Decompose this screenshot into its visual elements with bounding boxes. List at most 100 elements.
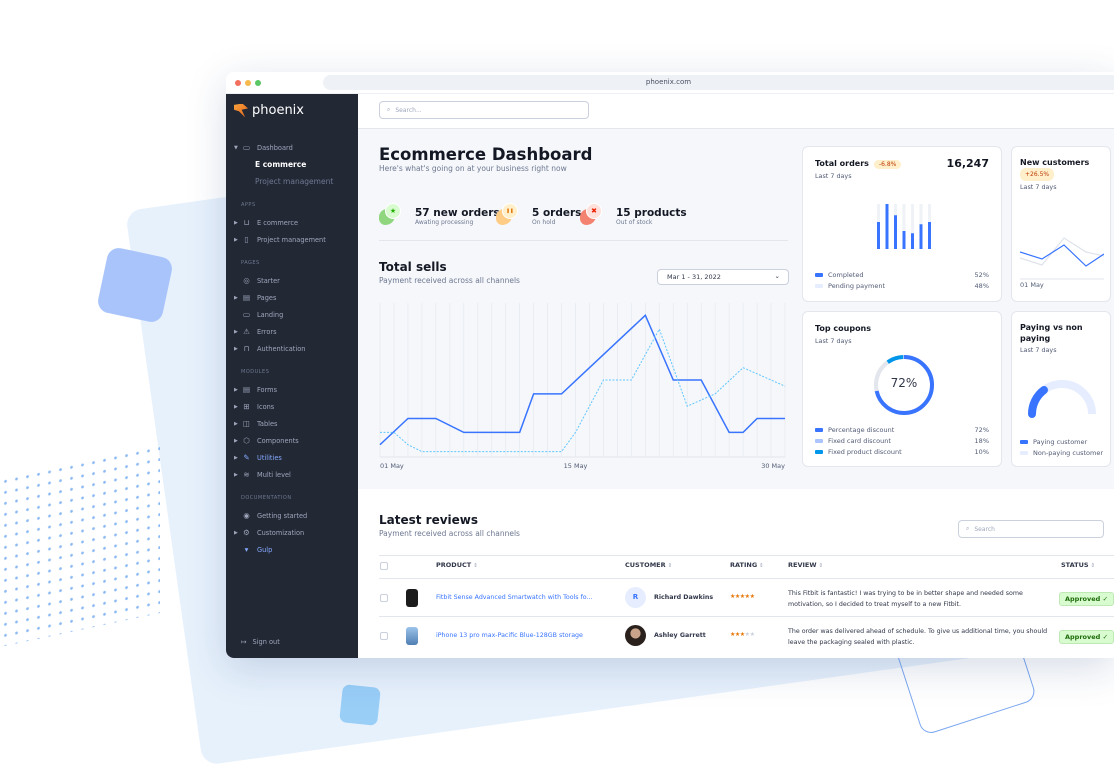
rating-stars: ★★★★★ <box>730 593 755 600</box>
sign-out-label: Sign out <box>252 638 280 646</box>
sidebar-item-project-management[interactable]: ▶ ▯ Project management <box>234 231 354 248</box>
logo[interactable]: phoenix <box>234 103 304 118</box>
sidebar-item-label: Forms <box>257 385 278 394</box>
sidebar-item-errors[interactable]: ▶ ⚠ Errors <box>234 323 354 340</box>
sidebar-item-label: MODULES <box>241 368 270 375</box>
legend-fixed-card: Fixed card discount 18% <box>815 435 989 446</box>
maximize-dot[interactable] <box>255 80 261 86</box>
stat-value: 57 new orders <box>415 206 500 219</box>
stat-star: ★ 57 new orders Awating processing <box>379 203 500 229</box>
stat-pause: ❚❚ 5 orders On hold <box>496 203 581 229</box>
total-sells-subtitle: Payment received across all channels <box>379 276 520 285</box>
sidebar-item-label: Authentication <box>257 344 306 353</box>
sidebar-item-starter[interactable]: ◎ Starter <box>234 272 354 289</box>
layers-icon: ≋ <box>243 470 250 479</box>
x-tick-label: 01 May <box>380 462 404 470</box>
sidebar-item-forms[interactable]: ▶ ▤ Forms <box>234 381 354 398</box>
caret-right-icon: ▶ <box>234 386 238 393</box>
gauge-fill <box>1028 386 1048 418</box>
bar <box>877 222 880 249</box>
sidebar-item-label: Customization <box>257 528 305 537</box>
sidebar-item-e-commerce[interactable]: ▶ ⊔ E commerce <box>234 214 354 231</box>
select-all-checkbox[interactable] <box>380 562 388 570</box>
product-link[interactable]: iPhone 13 pro max-Pacific Blue-128GB sto… <box>436 632 583 639</box>
sign-out-icon: ↦ <box>241 638 247 646</box>
minimize-dot[interactable] <box>245 80 251 86</box>
sidebar-item-landing[interactable]: ▭ Landing <box>234 306 354 323</box>
total-sells-title: Total sells <box>379 260 447 274</box>
col-review[interactable]: REVIEW ⇕ <box>788 561 824 569</box>
change-badge: -6.8% <box>873 160 902 169</box>
sidebar-item-gulp[interactable]: ▾ Gulp <box>234 541 354 558</box>
reviews-title: Latest reviews <box>379 513 479 527</box>
global-search-input[interactable]: ⌕ Search... <box>379 101 589 119</box>
sidebar-item-pages[interactable]: ▶ ▤ Pages <box>234 289 354 306</box>
status-badge: Approved ✓ <box>1059 630 1114 644</box>
caret-right-icon: ▶ <box>234 420 238 427</box>
close-dot[interactable] <box>235 80 241 86</box>
sidebar-item-components[interactable]: ▶ ⬡ Components <box>234 432 354 449</box>
sidebar-item-project-management[interactable]: Project management <box>234 173 354 190</box>
caret-right-icon: ▶ <box>234 437 238 444</box>
bar <box>902 231 906 249</box>
reviews-search-input[interactable]: ⌕ Search <box>958 520 1104 538</box>
caret-right-icon: ▶ <box>234 294 238 301</box>
compass-icon: ◎ <box>243 276 250 285</box>
date-range-select[interactable]: Mar 1 - 31, 2022 ⌄ <box>657 269 789 285</box>
sign-out-button[interactable]: ↦ Sign out <box>241 638 280 646</box>
star-filled-icon: ★ <box>739 593 745 600</box>
card-period: Last 7 days <box>1020 183 1057 191</box>
stat-value: 15 products <box>616 206 687 219</box>
sidebar-item-dashboard[interactable]: ▼ ▭ Dashboard <box>234 139 354 156</box>
caret-right-icon: ▶ <box>234 219 238 226</box>
row-checkbox[interactable] <box>380 632 388 640</box>
sidebar-item-label: Starter <box>257 276 280 285</box>
address-bar[interactable]: phoenix.com <box>323 75 1114 90</box>
total-sells-chart: 01 May 15 May 30 May <box>379 303 786 470</box>
new-customers-line-chart <box>1020 237 1104 280</box>
x-icon: ✖ <box>580 203 606 229</box>
caret-right-icon: ▶ <box>234 403 238 410</box>
sidebar-item-label: PAGES <box>241 259 260 266</box>
caret-right-icon: ▶ <box>234 345 238 352</box>
col-status[interactable]: STATUS ⇕ <box>1061 561 1096 569</box>
col-customer[interactable]: CUSTOMER ⇕ <box>625 561 673 569</box>
sidebar-item-label: DOCUMENTATION <box>241 494 292 501</box>
search-placeholder: Search... <box>395 106 422 114</box>
star-filled-icon: ★ <box>734 631 740 638</box>
package-icon: ⬡ <box>243 436 250 445</box>
col-product[interactable]: PRODUCT ⇕ <box>436 561 478 569</box>
file-icon: ▤ <box>242 385 251 394</box>
sidebar-section-documentation: DOCUMENTATION <box>234 483 354 507</box>
sidebar-item-authentication[interactable]: ▶ ⊓ Authentication <box>234 340 354 357</box>
sidebar-item-label: Icons <box>257 402 275 411</box>
sidebar-item-getting-started[interactable]: ◉ Getting started <box>234 507 354 524</box>
sidebar-item-tables[interactable]: ▶ ◫ Tables <box>234 415 354 432</box>
search-placeholder: Search <box>974 525 995 533</box>
col-rating[interactable]: RATING ⇕ <box>730 561 764 569</box>
customer-name[interactable]: Richard Dawkins <box>654 594 714 601</box>
sidebar-item-customization[interactable]: ▶ ⚙ Customization <box>234 524 354 541</box>
product-image <box>406 627 418 645</box>
stat-label: Awating processing <box>415 218 474 226</box>
page-title: Ecommerce Dashboard <box>379 145 593 164</box>
sidebar-item-label: Errors <box>257 327 277 336</box>
warning-icon: ⚠ <box>243 327 250 336</box>
card-period: Last 7 days <box>815 172 852 180</box>
pause-icon: ❚❚ <box>496 203 522 229</box>
sidebar-item-multi-level[interactable]: ▶ ≋ Multi level <box>234 466 354 483</box>
sidebar-item-icons[interactable]: ▶ ⊞ Icons <box>234 398 354 415</box>
product-link[interactable]: Fitbit Sense Advanced Smartwatch with To… <box>436 594 593 601</box>
customer-name[interactable]: Ashley Garrett <box>654 632 706 639</box>
sidebar-item-e-commerce[interactable]: E commerce <box>234 156 354 173</box>
donut-center-value: 72% <box>890 376 918 390</box>
sidebar-item-utilities[interactable]: ▶ ✎ Utilities <box>234 449 354 466</box>
caret-right-icon: ▶ <box>234 236 238 243</box>
sidebar: phoenix ▼ ▭ Dashboard E commerce Project man… <box>226 94 358 658</box>
card-title: Top coupons <box>815 324 872 333</box>
total-orders-bar-chart <box>877 204 931 249</box>
sidebar-item-label: Utilities <box>257 453 282 462</box>
star-icon: ★ <box>379 203 405 229</box>
review-text: The order was delivered ahead of schedul… <box>788 628 1048 646</box>
row-checkbox[interactable] <box>380 594 388 602</box>
